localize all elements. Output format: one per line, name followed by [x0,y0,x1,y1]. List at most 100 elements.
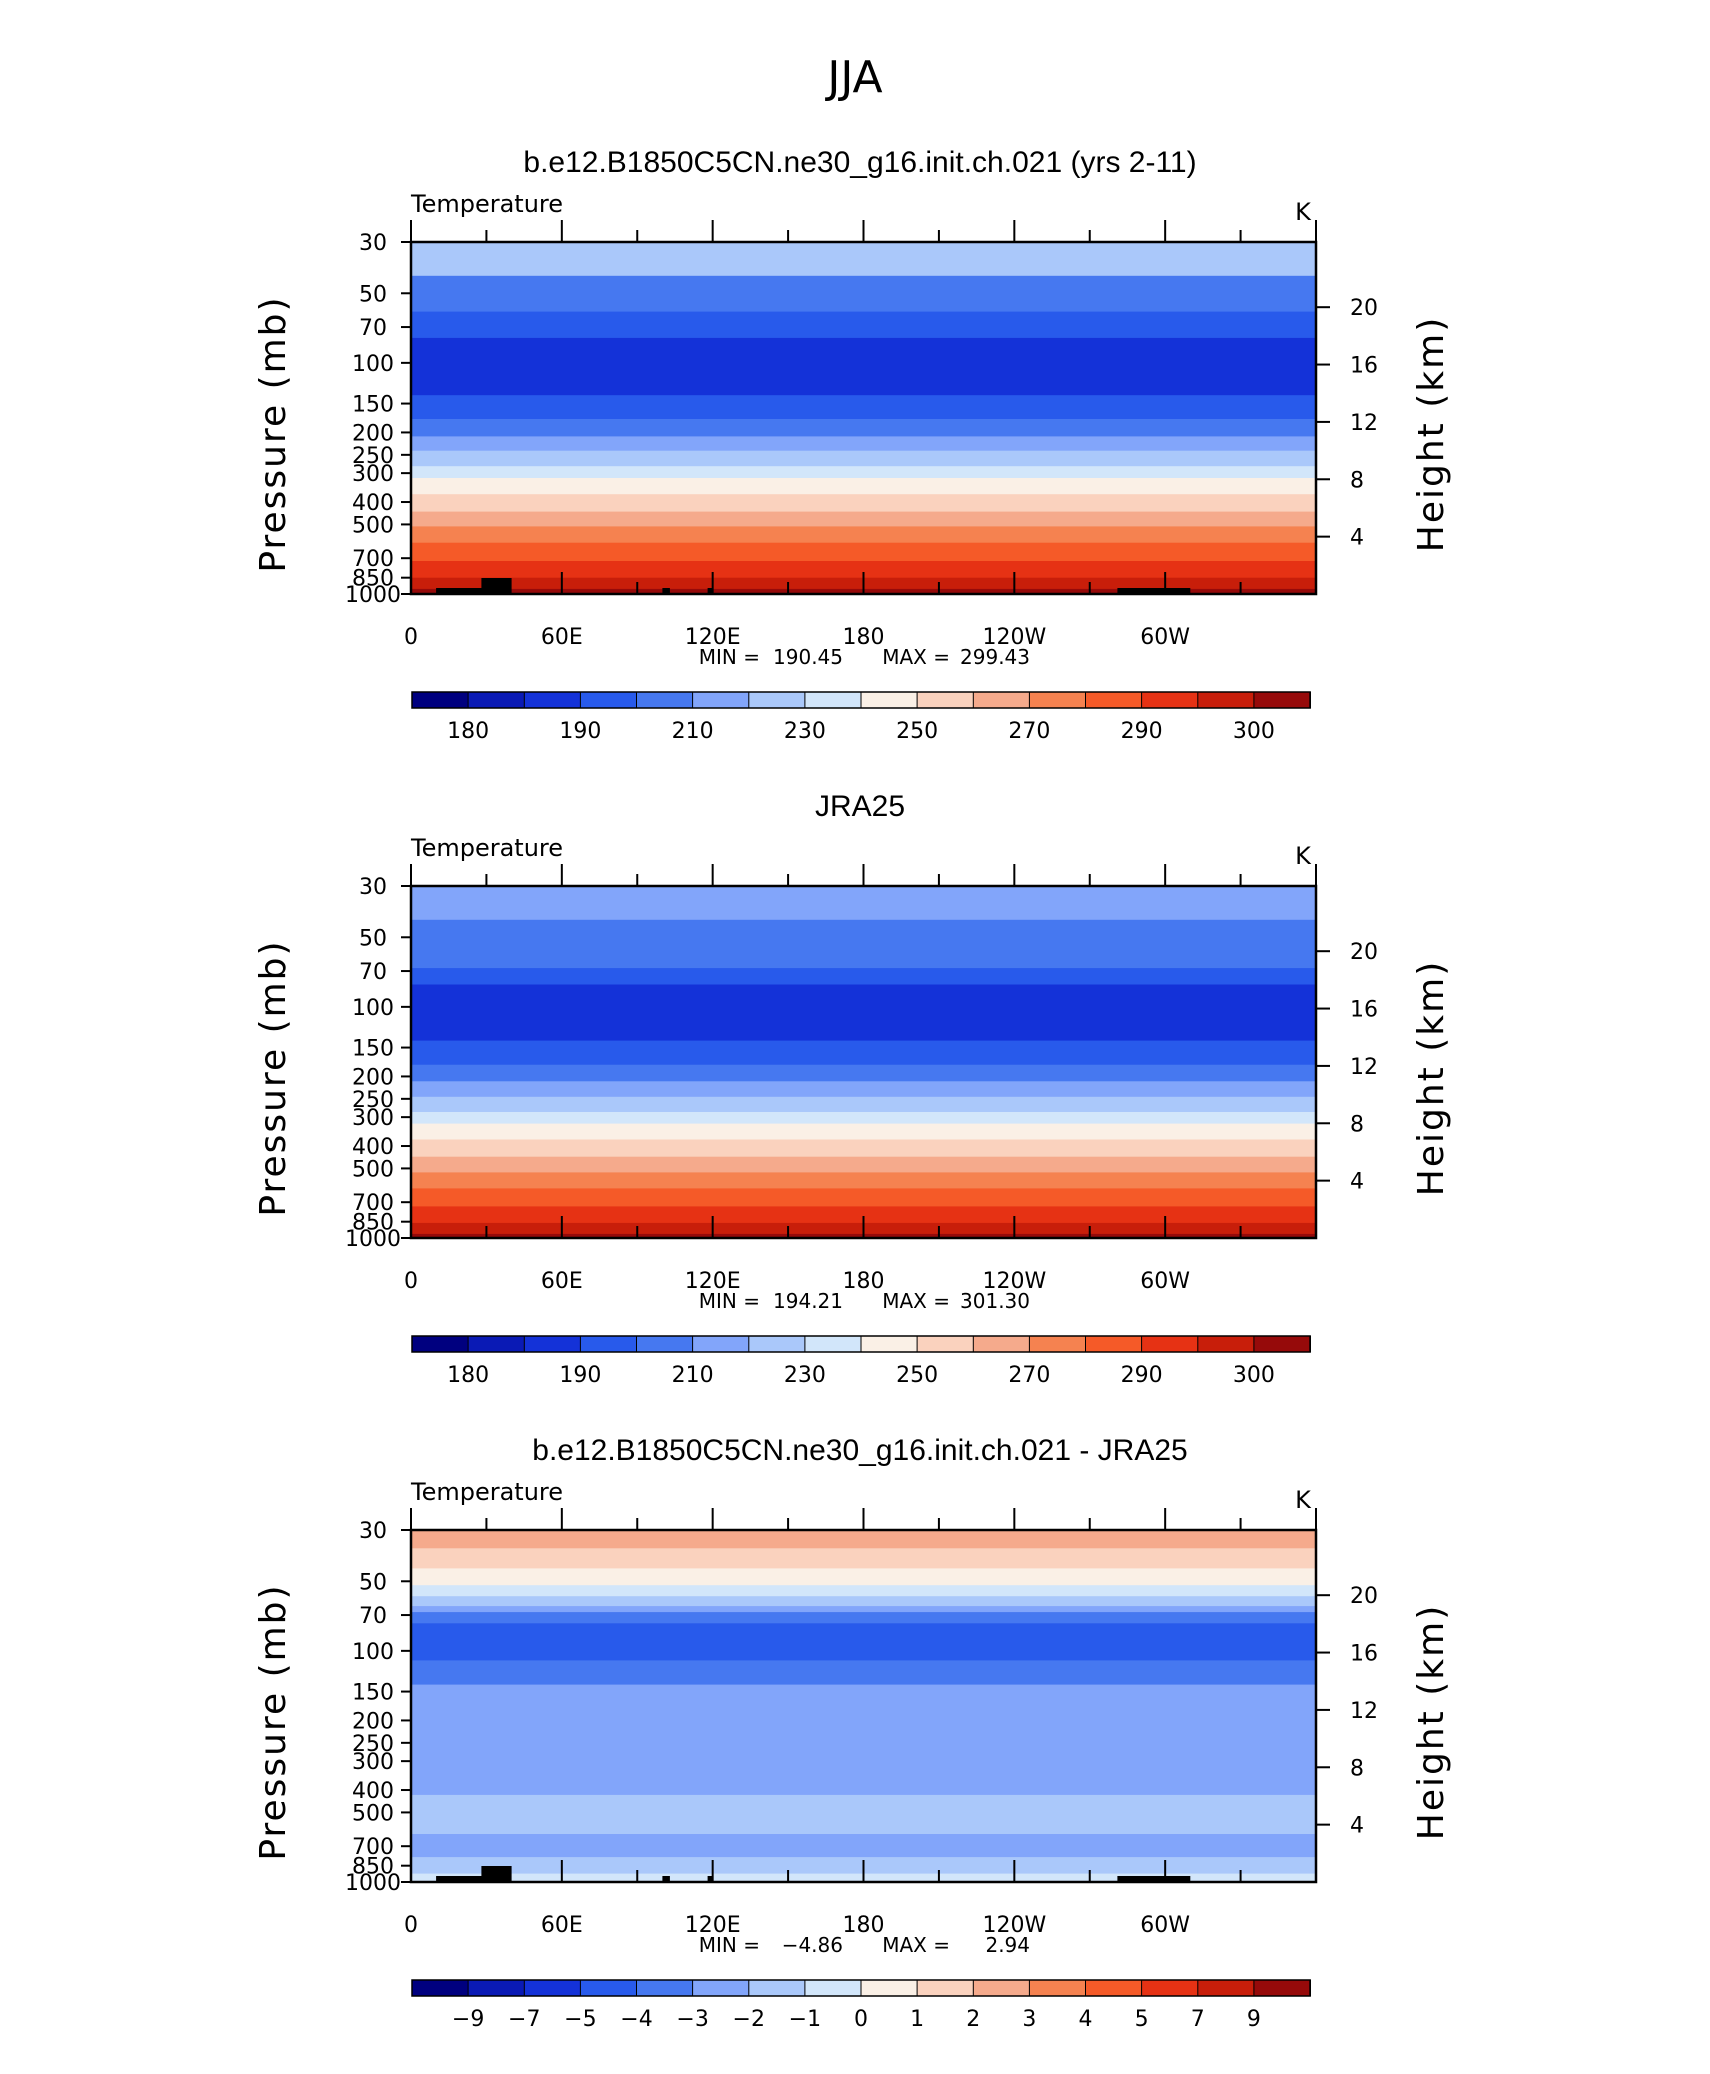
x-tick-label: 120E [685,1913,741,1938]
colorbar-label: −7 [508,2007,540,2032]
colorbar-swatch [860,1979,919,1997]
y-axis-right: 20 16 12 8 4 Height (km) [1316,296,1452,552]
colorbar-swatch [1197,1979,1255,1997]
contour-band [411,984,1316,1026]
colorbar-label: 230 [784,719,826,744]
y-tick-label: 400 [352,491,394,516]
y-right-tick-label: 16 [1350,998,1378,1023]
y-tick-label: 300 [352,462,394,487]
y-tick-label: 50 [359,926,387,951]
colorbar-label: 2 [966,2007,980,2032]
min-label: MIN = [699,645,760,669]
contour-band [411,1206,1316,1224]
contour-band [411,1684,1316,1796]
max-value: 299.43 [960,645,1030,669]
contour-band [411,337,1316,382]
y-right-tick-label: 4 [1350,1814,1364,1839]
colorbar-swatch [579,1979,638,1997]
contour-band [411,1172,1316,1189]
colorbar-swatch [804,691,863,709]
y-right-tick-label: 20 [1350,1584,1378,1609]
y-tick-label: 700 [352,1191,394,1216]
y-right-tick-label: 8 [1350,468,1364,493]
terrain-block [707,1876,713,1882]
colorbar-label: −9 [452,2007,484,2032]
panel-title: b.e12.B1850C5CN.ne30_g16.init.ch.021 - J… [532,1434,1187,1467]
min-label: MIN = [699,1933,760,1957]
x-tick-label: 0 [404,1269,418,1294]
x-axis: 0 60E 120E 180 120W 60W [404,864,1317,1294]
contour-band [411,1025,1316,1042]
colorbar: −9 −7 −5 −4 −3 −2 −1 0 1 2 3 4 5 7 9 [411,1979,1312,2032]
max-value: 301.30 [960,1289,1030,1313]
x-tick-label: 0 [404,1913,418,1938]
colorbar-label: 190 [559,719,601,744]
y-tick-label: 100 [352,1640,394,1665]
y-tick-label: 70 [359,316,387,341]
colorbar: 180 190 210 230 250 270 290 300 [411,691,1312,744]
units-label: K [1295,842,1312,870]
colorbar-swatch [748,1979,806,1997]
colorbar-swatch [411,691,470,709]
colorbar-label: 250 [896,719,938,744]
y-right-axis-title: Height (km) [1411,1604,1452,1840]
colorbar-swatch [579,691,638,709]
y-axis-title: Pressure (mb) [253,295,294,572]
panel-title: b.e12.B1850C5CN.ne30_g16.init.ch.021 (yr… [523,146,1196,179]
colorbar-swatch [1085,1335,1143,1353]
colorbar-swatch [1028,1335,1087,1353]
contour-band [411,478,1316,495]
contour-band [411,1112,1316,1125]
y-tick-label: 500 [352,1801,394,1826]
contour-band [411,886,1316,921]
y-tick-label: 400 [352,1779,394,1804]
min-label: MIN = [699,1289,760,1313]
colorbar: 180 190 210 230 250 270 290 300 [411,1335,1312,1388]
y-tick-label: 70 [359,1604,387,1629]
colorbar-swatch [1197,1335,1255,1353]
colorbar-swatch [411,1979,470,1997]
contour-band [411,395,1316,420]
contour-band [411,919,1316,969]
colorbar-swatch [972,1335,1031,1353]
x-tick-label: 120W [982,625,1046,650]
colorbar-swatch [916,691,975,709]
contour-band [411,1623,1316,1661]
y-tick-label: 200 [352,1065,394,1090]
contour-band [411,1188,1316,1207]
y-tick-label: 400 [352,1135,394,1160]
y-right-tick-label: 16 [1350,1642,1378,1667]
min-value: −4.86 [782,1933,843,1957]
terrain-block [481,1866,512,1882]
terrain-block [662,588,670,594]
y-tick-label: 300 [352,1106,394,1131]
colorbar-label: 1 [910,2007,924,2032]
colorbar-swatch [1141,1979,1199,1997]
y-tick-label: 500 [352,513,394,538]
colorbar-swatch [916,1979,975,1997]
y-tick-label: 100 [352,352,394,377]
x-tick-label: 120E [685,625,741,650]
colorbar-label: −2 [733,2007,765,2032]
colorbar-swatch [692,691,750,709]
colorbar-label: 4 [1079,2007,1093,2032]
colorbar-swatch [1028,1979,1087,1997]
y-tick-label: 200 [352,421,394,446]
max-label: MAX = [882,645,950,669]
contour-band [411,1585,1316,1597]
colorbar-swatch [1085,691,1143,709]
contour-fill [411,242,1316,595]
x-tick-label: 120W [982,1269,1046,1294]
contour-band [411,1064,1316,1082]
y-right-tick-label: 8 [1350,1112,1364,1137]
contour-band [411,466,1316,479]
y-tick-label: 850 [352,1855,394,1880]
colorbar-swatch [972,691,1031,709]
terrain-block [1117,588,1191,594]
panel-3: b.e12.B1850C5CN.ne30_g16.init.ch.021 - J… [253,1434,1452,2032]
max-label: MAX = [882,1933,950,1957]
contour-band [411,311,1316,339]
contour-band [411,1081,1316,1098]
